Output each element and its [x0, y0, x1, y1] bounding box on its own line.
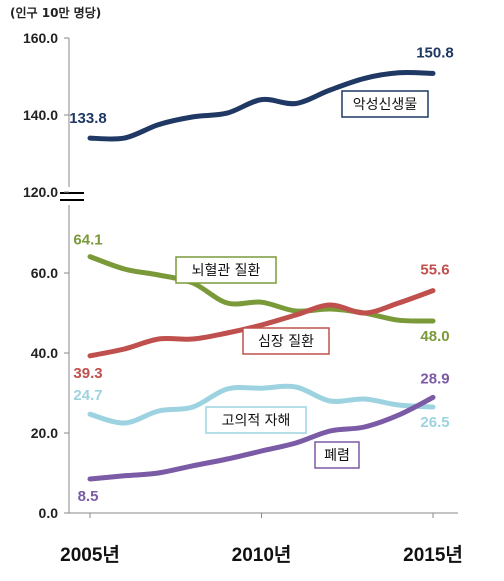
x-tick-label: 2010년	[232, 544, 292, 566]
end-value-label: 150.8	[416, 44, 454, 61]
start-value-label: 64.1	[73, 232, 102, 249]
y-tick-label: 0.0	[39, 505, 59, 521]
series-name-box: 고의적 자해	[205, 406, 307, 434]
series-name-box: 폐렴	[314, 441, 360, 469]
start-value-label: 8.5	[78, 488, 99, 505]
y-tick-label: 120.0	[23, 184, 58, 200]
series-line	[87, 394, 436, 482]
x-tick-label: 2005년	[60, 544, 120, 566]
y-tick-label: 160.0	[23, 30, 58, 46]
x-tick-label: 2015년	[403, 544, 463, 566]
start-value-label: 133.8	[69, 110, 107, 127]
series-name-label: 고의적 자해	[222, 413, 291, 429]
series-name-box: 심장 질환	[242, 327, 330, 355]
series-name-frame	[341, 90, 429, 118]
series-line	[87, 254, 436, 324]
series-name-box: 뇌혈관 질환	[175, 256, 277, 284]
series-name-frame	[242, 327, 330, 355]
series-lines	[87, 69, 436, 482]
end-value-label: 55.6	[420, 262, 449, 279]
y-tick-label: 140.0	[23, 107, 58, 123]
series-line	[87, 383, 436, 426]
data-labels: 133.8 150.8 악성신생물 64.1 48.0 뇌혈관 질환 39.3 55.6 심장 …	[69, 44, 454, 505]
y-tick-label: 20.0	[31, 425, 58, 441]
end-value-label: 48.0	[420, 328, 449, 345]
axes: 0.0 20.0 40.0 60.0 120.0 140.0 160.0 2005년 2010년…	[23, 30, 463, 566]
series-name-frame	[205, 406, 307, 434]
series-line	[87, 288, 436, 359]
series-name-label: 악성신생물	[353, 97, 418, 113]
y-tick-label: 40.0	[31, 345, 58, 361]
unit-label: (인구 10만 명당)	[10, 5, 101, 20]
series-name-box: 악성신생물	[341, 90, 429, 118]
end-value-label: 26.5	[420, 414, 449, 431]
series-name-frame	[314, 441, 360, 469]
start-value-label: 24.7	[73, 387, 102, 404]
series-name-label: 뇌혈관 질환	[192, 263, 261, 279]
series-line	[87, 69, 436, 142]
series-name-label: 폐렴	[324, 448, 350, 464]
series-name-label: 심장 질환	[258, 334, 314, 350]
start-value-label: 39.3	[73, 365, 102, 382]
end-value-label: 28.9	[420, 370, 449, 387]
y-tick-label: 60.0	[31, 265, 58, 281]
series-name-frame	[175, 256, 277, 284]
